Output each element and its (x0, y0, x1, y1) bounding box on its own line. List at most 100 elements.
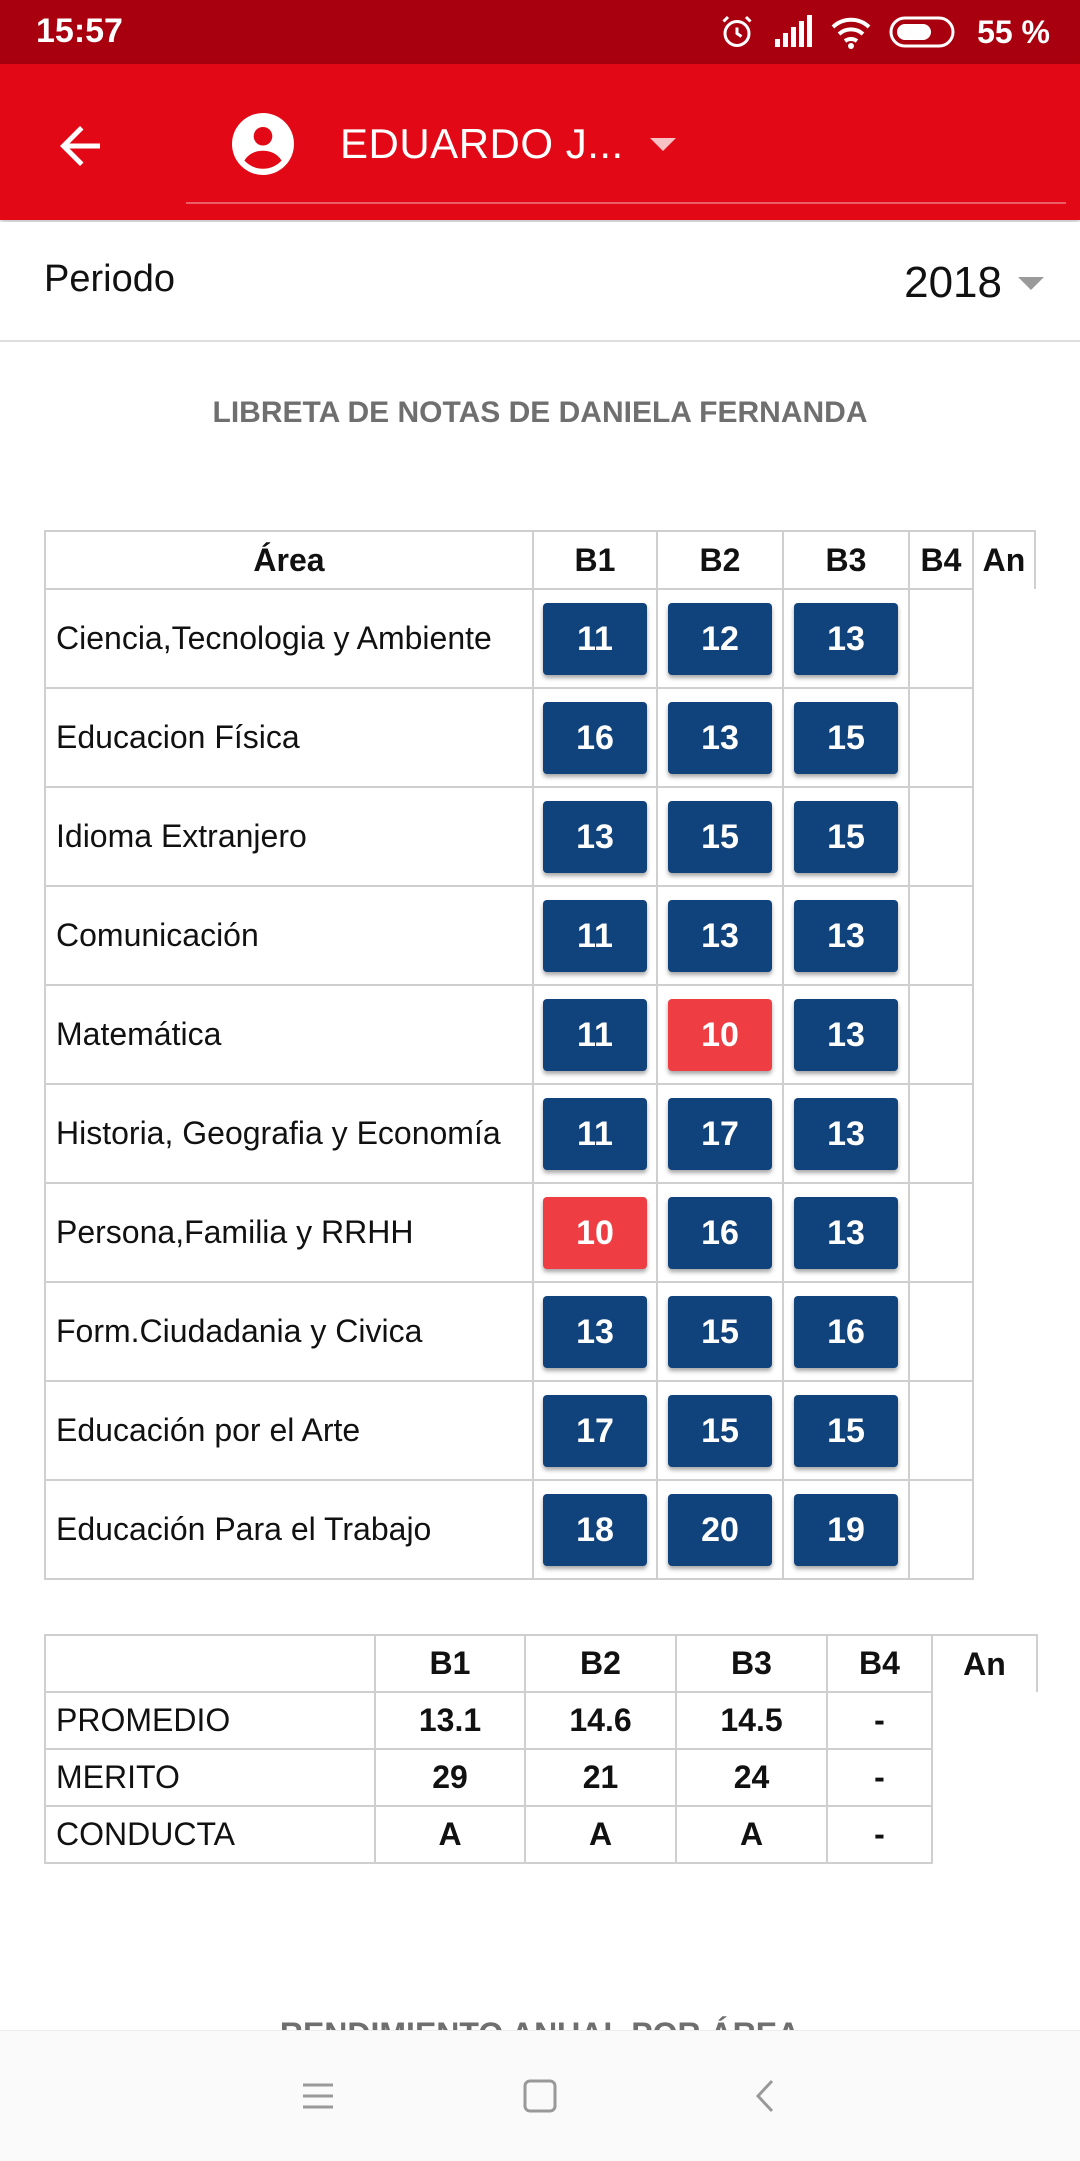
summary-value-b2: A (524, 1805, 677, 1864)
area-name: Historia, Geografia y Economía (44, 1083, 534, 1184)
grade-button[interactable]: 15 (668, 800, 772, 873)
header-area: Área (44, 530, 534, 590)
grade-button[interactable]: 15 (794, 800, 898, 873)
user-selector[interactable]: EDUARDO J... (232, 108, 676, 180)
grade-button[interactable]: 16 (668, 1196, 772, 1269)
table-row: Matemática 11 10 13 (44, 984, 1035, 1085)
summary-value-b1: A (374, 1805, 526, 1864)
grade-button[interactable]: 11 (543, 602, 647, 675)
grade-button[interactable]: 15 (668, 1394, 772, 1467)
grade-button[interactable]: 12 (668, 602, 772, 675)
grade-button[interactable]: 18 (543, 1493, 647, 1566)
signal-icon (775, 15, 813, 47)
grade-cell-b1: 18 (532, 1479, 658, 1580)
menu-icon[interactable] (293, 2071, 343, 2121)
grade-button[interactable]: 13 (543, 800, 647, 873)
summary-header-an: An (932, 1634, 1038, 1692)
grade-cell-an (973, 589, 1035, 688)
grade-button[interactable]: 10 (668, 998, 772, 1071)
table-row: Idioma Extranjero 13 15 15 (44, 786, 1035, 887)
back-arrow-icon[interactable] (50, 116, 110, 176)
back-icon[interactable] (742, 2071, 792, 2121)
summary-value-b2: 14.6 (524, 1691, 677, 1750)
summary-table: B1 B2 B3 B4 An PROMEDIO 13.1 14.6 14.5- MERI… (44, 1634, 1038, 1864)
grade-button[interactable]: 17 (543, 1394, 647, 1467)
report-title: LIBRETA DE NOTAS DE DANIELA FERNANDA (212, 396, 868, 429)
grade-cell-an (973, 1084, 1035, 1183)
summary-value-b1: 29 (374, 1748, 526, 1807)
summary-value-b4: - (826, 1748, 933, 1807)
grade-button[interactable]: 19 (794, 1493, 898, 1566)
area-name: Educacion Física (44, 687, 534, 788)
grade-button[interactable]: 15 (794, 701, 898, 774)
grade-cell-b4 (908, 687, 974, 788)
summary-value-b3: A (675, 1805, 828, 1864)
summary-value-an (932, 1692, 1037, 1749)
grade-cell-b3: 15 (782, 786, 910, 887)
summary-row-label: PROMEDIO (44, 1691, 376, 1750)
grade-button[interactable]: 13 (794, 998, 898, 1071)
summary-value-an (932, 1806, 1037, 1863)
area-name: Comunicación (44, 885, 534, 986)
table-row: Educacion Física 16 13 15 (44, 687, 1035, 788)
home-icon[interactable] (515, 2071, 565, 2121)
grade-button[interactable]: 13 (668, 701, 772, 774)
area-name: Ciencia,Tecnologia y Ambiente (44, 588, 534, 689)
grade-cell-b3: 19 (782, 1479, 910, 1580)
summary-value-an (932, 1749, 1037, 1806)
grade-cell-an (973, 1381, 1035, 1480)
period-value: 2018 (904, 258, 1002, 307)
grade-button[interactable]: 20 (668, 1493, 772, 1566)
summary-header-b3: B3 (675, 1634, 828, 1693)
dropdown-caret-icon (649, 137, 676, 151)
grade-button[interactable]: 10 (543, 1196, 647, 1269)
grade-cell-b2: 13 (656, 885, 784, 986)
grade-button[interactable]: 11 (543, 1097, 647, 1170)
area-name: Persona,Familia y RRHH (44, 1182, 534, 1283)
summary-value-b2: 21 (524, 1748, 677, 1807)
period-select[interactable]: 2018 (904, 258, 1044, 308)
grade-cell-b1: 11 (532, 1083, 658, 1184)
grade-cell-b3: 13 (782, 984, 910, 1085)
table-row: Comunicación 11 13 13 (44, 885, 1035, 986)
grade-cell-b2: 12 (656, 588, 784, 689)
status-time: 15:57 (36, 12, 123, 50)
grade-cell-b1: 13 (532, 1281, 658, 1382)
grade-button[interactable]: 13 (668, 899, 772, 972)
header-b2: B2 (656, 530, 784, 590)
status-icons: 55 % (719, 12, 1050, 52)
grade-cell-b1: 11 (532, 588, 658, 689)
grade-cell-b1: 11 (532, 984, 658, 1085)
grade-button[interactable]: 15 (668, 1295, 772, 1368)
summary-value-b3: 24 (675, 1748, 828, 1807)
alarm-icon (722, 15, 752, 47)
grade-button[interactable]: 13 (543, 1295, 647, 1368)
grade-button[interactable]: 16 (794, 1295, 898, 1368)
grade-button[interactable]: 16 (543, 701, 647, 774)
summary-value-b4: - (826, 1805, 933, 1864)
table-row: Historia, Geografia y Economía 11 17 13 (44, 1083, 1035, 1184)
header-b4: B4 (908, 530, 974, 590)
grade-button[interactable]: 15 (794, 1394, 898, 1467)
summary-header-b1: B1 (374, 1634, 526, 1693)
grade-cell-an (973, 1480, 1035, 1579)
grade-button[interactable]: 11 (543, 998, 647, 1071)
grade-cell-b4 (908, 1182, 974, 1283)
grade-button[interactable]: 13 (794, 1097, 898, 1170)
grade-button[interactable]: 13 (794, 602, 898, 675)
period-row: Periodo 2018 (0, 222, 1080, 342)
header-b3: B3 (782, 530, 910, 590)
grade-button[interactable]: 11 (543, 899, 647, 972)
summary-value-b4: - (826, 1691, 933, 1750)
grade-cell-b4 (908, 984, 974, 1085)
grade-cell-b4 (908, 1380, 974, 1481)
grade-cell-b1: 17 (532, 1380, 658, 1481)
summary-row-label: MERITO (44, 1748, 376, 1807)
grade-button[interactable]: 13 (794, 1196, 898, 1269)
table-row: Educación Para el Trabajo 18 20 19 (44, 1479, 1035, 1580)
table-row: Form.Ciudadania y Civica 13 15 16 (44, 1281, 1035, 1382)
grade-button[interactable]: 17 (668, 1097, 772, 1170)
summary-header-row: B1 B2 B3 B4 An (44, 1634, 1038, 1693)
grade-button[interactable]: 13 (794, 899, 898, 972)
system-nav-bar (0, 2030, 1080, 2161)
